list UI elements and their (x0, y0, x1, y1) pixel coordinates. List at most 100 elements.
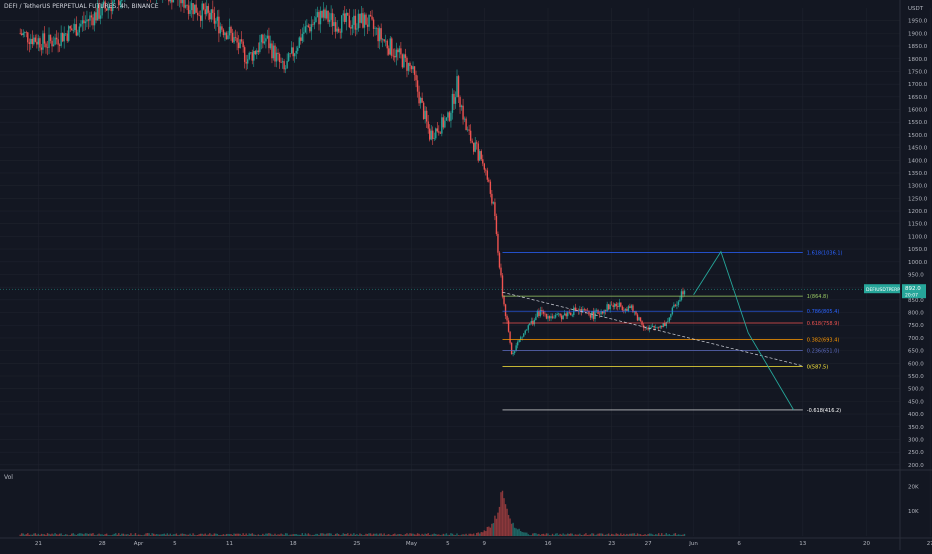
volume-bar (237, 533, 240, 536)
volume-bar (653, 535, 655, 536)
y-tick-label: 1900.0 (908, 31, 928, 37)
candle-body (397, 49, 399, 53)
candle-body (677, 301, 680, 305)
volume-bar (347, 533, 349, 536)
volume-bar (227, 533, 229, 536)
volume-bar (148, 533, 150, 536)
candle-body (58, 44, 61, 46)
volume-bar (209, 533, 211, 536)
y-tick-label: 1200.0 (908, 209, 928, 215)
y-tick-label: 350.0 (908, 425, 924, 431)
candle-body (121, 0, 123, 2)
candle-body (570, 312, 572, 316)
volume-bar (418, 533, 420, 536)
volume-bar (134, 533, 137, 536)
candle-body (24, 32, 26, 33)
price-tag-value: 892.0 (905, 286, 921, 292)
candle-body (119, 1, 121, 6)
candle-body (421, 97, 423, 103)
volume-bar (54, 533, 56, 536)
volume-bar (142, 535, 144, 536)
candle-body (381, 39, 384, 40)
volume-bar (486, 526, 489, 536)
volume-bar (520, 531, 522, 536)
volume-bar (612, 534, 614, 536)
y-tick-label: 1800.0 (908, 57, 928, 63)
candle-body (553, 317, 555, 319)
volume-bar (230, 534, 232, 536)
x-tick-label: 28 (99, 541, 106, 547)
volume-bar (272, 534, 275, 536)
candle-body (624, 308, 627, 311)
volume-bar (345, 533, 347, 536)
candle-body (680, 291, 683, 300)
volume-bar (80, 533, 82, 536)
y-tick-label: 600.0 (908, 361, 924, 367)
volume-bar (614, 534, 616, 536)
candle-body (495, 216, 498, 234)
volume-bar (19, 534, 21, 536)
candle-body (342, 13, 344, 16)
volume-bar (538, 533, 540, 536)
volume-bar (239, 533, 241, 536)
candle-body (250, 52, 252, 53)
candle-body (227, 35, 229, 40)
candle-body (395, 49, 398, 58)
symbol-tag-bg (864, 284, 900, 294)
volume-bar (394, 533, 396, 536)
volume-bar (175, 533, 178, 536)
x-tick-label: 27 (927, 541, 932, 547)
volume-bar (58, 533, 61, 536)
volume-bar (210, 534, 212, 536)
candle-body (195, 4, 197, 13)
volume-bar (457, 535, 460, 536)
candle-body (410, 65, 413, 70)
candle-body (419, 97, 422, 104)
volume-bar (375, 533, 378, 536)
volume-bar (333, 535, 335, 536)
candle-body (565, 313, 567, 317)
volume-bar (224, 534, 226, 536)
candle-body (618, 302, 620, 308)
volume-bar (184, 534, 187, 536)
volume-bar (315, 533, 317, 536)
x-tick-label: 13 (799, 541, 806, 547)
volume-bar (503, 498, 505, 536)
volume-bar (441, 534, 443, 536)
volume-bar (533, 533, 536, 536)
volume-bar (269, 533, 272, 536)
volume-bar (263, 534, 266, 536)
candle-body (661, 326, 663, 328)
volume-bar (240, 535, 243, 536)
y-tick-label: 950.0 (908, 272, 924, 278)
candle-body (218, 16, 220, 34)
candle-body (354, 15, 357, 30)
volume-bar (268, 533, 270, 536)
candle-body (183, 0, 185, 8)
volume-bar (429, 535, 431, 536)
volume-bar (436, 534, 438, 536)
candle-body (457, 76, 460, 98)
volume-bar (193, 534, 196, 536)
candle-body (251, 52, 253, 61)
candle-body (427, 121, 429, 129)
volume-bar (353, 533, 355, 536)
candle-body (491, 193, 493, 204)
candle-body (240, 39, 243, 42)
candle-body (438, 131, 440, 133)
volume-bar (626, 533, 628, 536)
volume-bar (560, 534, 563, 536)
candle-body (656, 326, 658, 328)
volume-bar (95, 535, 97, 536)
volume-bar (374, 533, 376, 536)
candle-body (46, 47, 49, 48)
fib-level-label: 0.618(758.9) (807, 321, 840, 327)
volume-bar (248, 533, 250, 536)
candle-body (667, 321, 669, 322)
volume-bar (306, 534, 308, 536)
candle-body (300, 37, 302, 41)
volume-bar (275, 534, 278, 536)
candle-body (513, 351, 516, 354)
volume-bar (638, 534, 640, 536)
